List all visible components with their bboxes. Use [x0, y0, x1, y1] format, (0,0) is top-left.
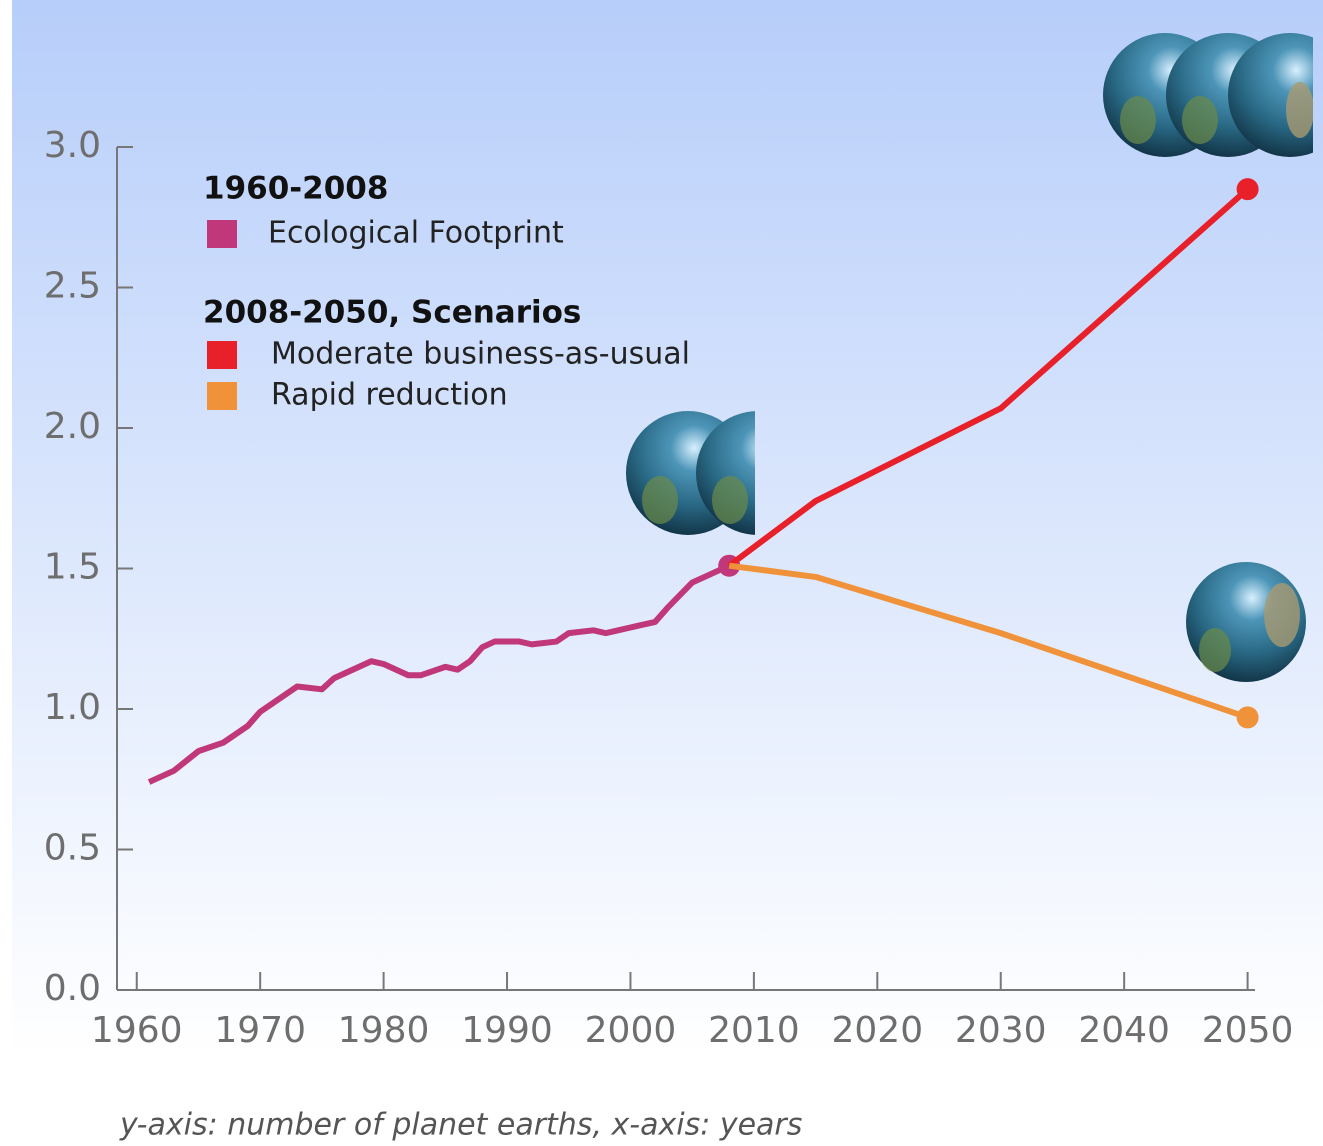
legend-heading: 2008-2050, Scenarios	[203, 295, 581, 331]
y-tick-label: 0.0	[44, 968, 101, 1009]
line	[728, 562, 1249, 721]
line	[147, 562, 731, 785]
x-tick-label: 2000	[585, 1010, 677, 1051]
legend-label: Rapid reduction	[271, 378, 508, 413]
x-tick-label: 2010	[708, 1010, 800, 1051]
globes	[1103, 33, 1313, 157]
legend-swatch	[207, 220, 237, 248]
x-tick-label: 1970	[214, 1010, 306, 1051]
legend-label: Ecological Footprint	[268, 216, 564, 251]
y-tick-label: 1.5	[44, 547, 101, 588]
caption: y-axis: number of planet earths, x-axis:…	[119, 1108, 802, 1143]
line	[727, 186, 1250, 569]
x-tick-label: 2020	[831, 1010, 923, 1051]
y-tick-label: 2.5	[44, 266, 101, 307]
globes	[626, 411, 755, 535]
legend-swatch	[207, 382, 237, 410]
x-tick-label: 2050	[1202, 1010, 1294, 1051]
x-tick-label: 1960	[91, 1010, 183, 1051]
legend-heading: 1960-2008	[203, 171, 388, 207]
y-tick-label: 3.0	[44, 125, 101, 166]
x-tick-label: 1990	[461, 1010, 553, 1051]
x-tick-label: 2030	[955, 1010, 1047, 1051]
y-tick-label: 0.5	[44, 828, 101, 869]
legend-label: Moderate business-as-usual	[271, 337, 690, 372]
legend-swatch	[207, 341, 237, 369]
background	[12, 0, 1323, 1146]
end-point	[1236, 178, 1259, 201]
y-tick-label: 1.0	[44, 687, 101, 728]
globe	[1186, 562, 1306, 682]
x-tick-label: 1980	[338, 1010, 430, 1051]
end-point	[1236, 706, 1259, 729]
x-tick-label: 2040	[1078, 1010, 1170, 1051]
y-tick-label: 2.0	[44, 406, 101, 447]
